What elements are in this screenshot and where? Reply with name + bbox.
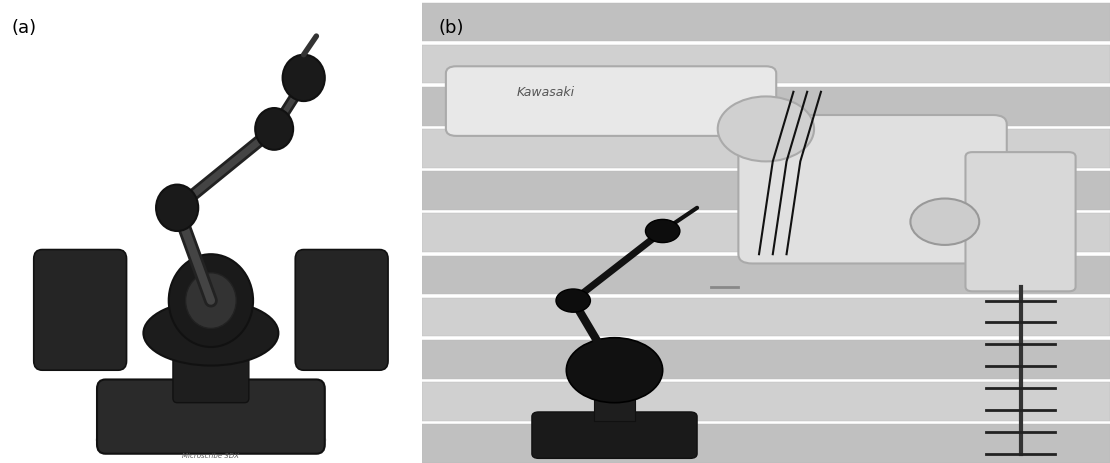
- Circle shape: [283, 56, 325, 102]
- FancyBboxPatch shape: [33, 250, 127, 370]
- Circle shape: [910, 199, 979, 245]
- Circle shape: [556, 289, 591, 313]
- FancyBboxPatch shape: [738, 116, 1007, 264]
- Bar: [422, 382, 1110, 421]
- FancyBboxPatch shape: [295, 250, 388, 370]
- FancyBboxPatch shape: [97, 380, 325, 454]
- Bar: [422, 4, 1110, 42]
- Bar: [422, 340, 1110, 379]
- Circle shape: [646, 220, 680, 243]
- Ellipse shape: [94, 428, 327, 451]
- FancyBboxPatch shape: [966, 153, 1076, 292]
- FancyBboxPatch shape: [446, 67, 776, 137]
- Circle shape: [157, 185, 199, 232]
- FancyBboxPatch shape: [532, 412, 697, 458]
- Circle shape: [185, 273, 236, 329]
- Bar: [422, 45, 1110, 84]
- Bar: [422, 425, 1110, 463]
- Bar: [594, 384, 635, 421]
- Bar: [422, 172, 1110, 211]
- Bar: [422, 214, 1110, 252]
- Circle shape: [566, 338, 663, 403]
- Bar: [422, 256, 1110, 294]
- Ellipse shape: [143, 301, 279, 366]
- Bar: [422, 88, 1110, 126]
- Text: Kawasaki: Kawasaki: [516, 86, 575, 99]
- Circle shape: [169, 255, 253, 347]
- Text: Microscribe 3DX: Microscribe 3DX: [182, 452, 240, 458]
- FancyBboxPatch shape: [173, 357, 249, 403]
- Text: (a): (a): [11, 19, 37, 37]
- Text: (b): (b): [438, 19, 464, 37]
- Circle shape: [718, 97, 814, 162]
- Circle shape: [255, 109, 293, 150]
- Bar: [422, 130, 1110, 169]
- Bar: [422, 298, 1110, 337]
